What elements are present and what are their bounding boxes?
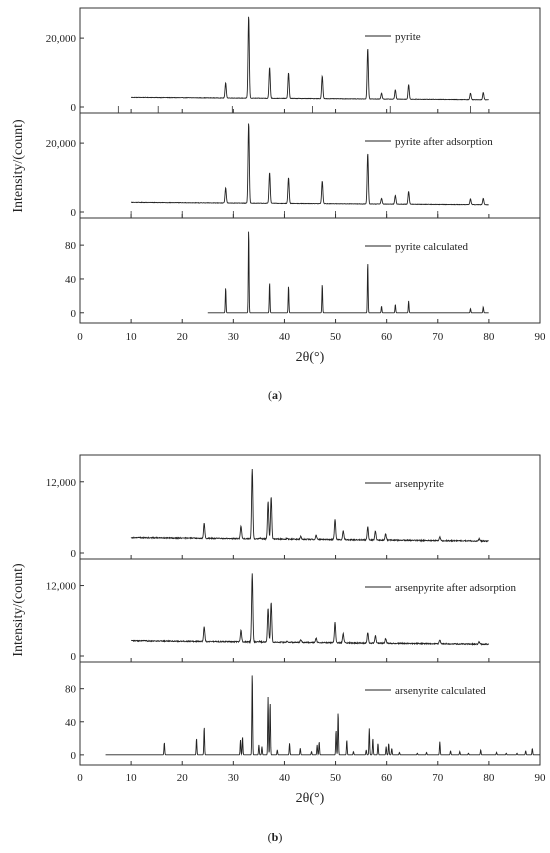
y-tick-label: 0 [71, 308, 77, 320]
caption-close-paren: ) [278, 388, 282, 402]
panel-a-3: 0 40 80 pyrite calculated [65, 217, 541, 324]
y-tick-label: 40 [65, 274, 77, 286]
chart-a: 0 20,000 pyrite 0 20,000 pyrite after adsorpt… [11, 7, 547, 402]
series-line-a-2 [131, 123, 489, 206]
x-tick-label: 50 [330, 331, 342, 343]
y-axis-title: Intensity/(count) [11, 119, 26, 213]
y-axis-title: Intensity/(count) [11, 563, 26, 657]
caption-open-paren: ( [268, 830, 272, 844]
caption-open-paren: ( [268, 388, 272, 402]
panel-frame [79, 454, 541, 560]
y-tick-label: 20,000 [46, 33, 77, 45]
x-tick-label: 30 [228, 331, 240, 343]
caption-close-paren: ) [278, 830, 282, 844]
x-tick-label: 60 [381, 331, 393, 343]
x-tick-label: 40 [279, 772, 291, 784]
series-line-b-2 [131, 573, 490, 646]
y-tick-label: 0 [71, 548, 77, 560]
legend-label: pyrite after adsorption [395, 136, 493, 148]
x-axis-title: 2θ(°) [296, 350, 325, 365]
x-tick-label: 20 [177, 772, 189, 784]
panel-frame [79, 661, 541, 766]
x-tick-label: 50 [330, 772, 342, 784]
panel-frame [79, 558, 541, 663]
series-line-a-3 [207, 231, 489, 314]
x-tick-label: 20 [177, 331, 189, 343]
y-tick-label: 80 [65, 240, 77, 252]
caption-letter: b [272, 830, 279, 844]
caption-letter: a [272, 388, 278, 402]
y-tick-label: 0 [71, 207, 77, 219]
x-tick-label: 90 [535, 772, 547, 784]
panel-b-1: 0 12,000 arsenpyrite [46, 454, 541, 560]
x-tick-label: 60 [381, 772, 393, 784]
panel-b-3: 0 40 80 arsenyrite calculated [65, 661, 541, 766]
x-tick-label: 0 [77, 772, 83, 784]
x-tick-label: 10 [126, 331, 138, 343]
legend-label: pyrite [395, 31, 421, 43]
series-line-a-1 [130, 16, 489, 101]
panel-a-1: 0 20,000 pyrite [46, 7, 541, 114]
x-tick-label: 70 [432, 772, 444, 784]
legend-label: pyrite calculated [395, 241, 468, 253]
y-tick-label: 12,000 [46, 477, 77, 489]
x-tick-label: 30 [228, 772, 240, 784]
x-tick-label: 80 [483, 331, 495, 343]
legend-label: arsenpyrite [395, 478, 444, 490]
y-tick-label: 12,000 [46, 581, 77, 593]
y-tick-label: 20,000 [46, 138, 77, 150]
x-tick-label: 0 [77, 331, 83, 343]
panel-a-2: 0 20,000 pyrite after adsorption [46, 112, 541, 219]
figure-caption: (b) [268, 830, 283, 844]
legend-label: arsenpyrite after adsorption [395, 582, 516, 594]
x-tick-label: 40 [279, 331, 291, 343]
y-tick-label: 40 [65, 717, 77, 729]
y-tick-label: 0 [71, 750, 77, 762]
x-axis-title: 2θ(°) [296, 791, 325, 806]
x-tick-label: 90 [535, 331, 547, 343]
series-line-b-3 [105, 675, 540, 756]
figure-caption: (a) [268, 388, 282, 402]
x-tick-label: 10 [126, 772, 138, 784]
legend-label: arsenyrite calculated [395, 685, 486, 697]
x-tick-label: 80 [483, 772, 495, 784]
panel-b-2: 0 12,000 arsenpyrite after adsorption [46, 558, 541, 663]
y-tick-label: 80 [65, 684, 77, 696]
x-tick-label: 70 [432, 331, 444, 343]
y-tick-label: 0 [71, 651, 77, 663]
panel-frame [79, 217, 541, 324]
series-line-b-1 [130, 468, 489, 543]
chart-b: 0 12,000 arsenpyrite 0 12,000 arsenpyrite aft… [11, 454, 547, 844]
y-tick-label: 0 [71, 102, 77, 114]
